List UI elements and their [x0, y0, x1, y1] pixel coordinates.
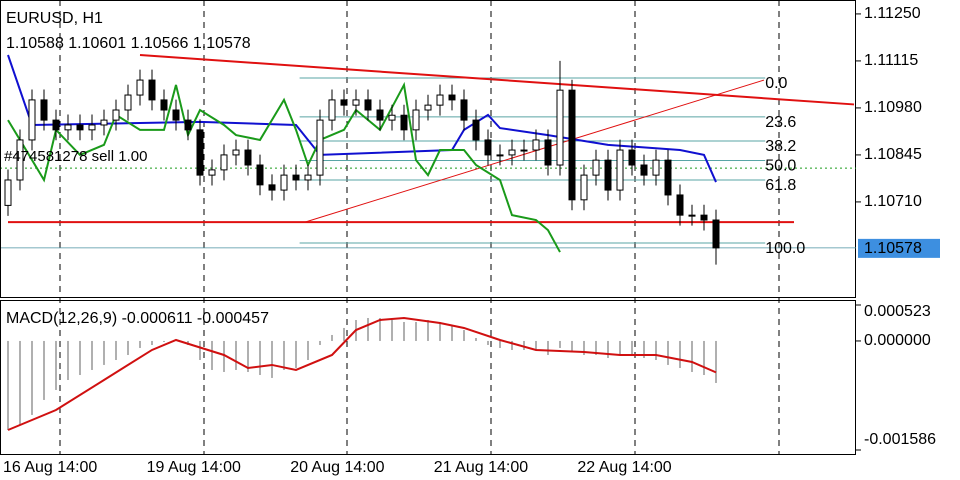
candle-body [256, 164, 264, 186]
candle-body [100, 119, 108, 126]
candle-body [580, 174, 588, 201]
candle-body [676, 194, 684, 216]
candle-body [160, 99, 168, 111]
candle-body [136, 79, 144, 96]
candle-body [376, 109, 384, 121]
candle-body [40, 99, 48, 121]
candle-body [484, 139, 492, 156]
candle-body [652, 159, 660, 176]
candle-body [4, 179, 12, 206]
candle-body [616, 149, 624, 191]
fibo-label: 23.6 [765, 114, 796, 131]
candle-body [208, 169, 216, 176]
candle-body [496, 154, 504, 157]
candle-body [640, 164, 648, 176]
candle-body [460, 99, 468, 121]
trendline [304, 79, 765, 223]
fibo-label: 50.0 [765, 158, 796, 175]
candle-body [220, 154, 228, 171]
price-plot [1, 54, 856, 265]
signal-line [7, 316, 717, 431]
x-tick-label: 22 Aug 14:00 [577, 459, 671, 476]
candle-body [244, 149, 252, 166]
last-price-box [858, 238, 940, 258]
symbol-title: EURUSD, H1 [6, 10, 103, 27]
candle-body [184, 119, 192, 131]
candle-body [124, 94, 132, 111]
macd-title: MACD(12,26,9) -0.000611 -0.000457 [6, 310, 269, 327]
candle-body [628, 149, 636, 166]
x-tick-label: 16 Aug 14:00 [3, 459, 97, 476]
candle-body [604, 159, 612, 191]
candle-body [688, 214, 696, 217]
candle-body [280, 174, 288, 191]
candle-body [592, 159, 600, 176]
candle-body [316, 119, 324, 176]
candle-body [304, 174, 312, 181]
y-tick-label: -0.001586 [864, 431, 936, 448]
candle-body [196, 129, 204, 176]
candle-body [436, 94, 444, 106]
y-tick-label: 0.000000 [864, 332, 931, 349]
x-tick-label: 19 Aug 14:00 [147, 459, 241, 476]
candle-body [388, 114, 396, 121]
candle-body [400, 114, 408, 131]
candle-body [268, 184, 276, 191]
day-separators [59, 0, 780, 455]
candle-body [544, 139, 552, 166]
candle-body [664, 159, 672, 196]
candle-body [424, 104, 432, 111]
last-price-label: 1.10578 [864, 240, 922, 257]
y-tick-label: 0.000523 [864, 303, 931, 320]
candle-body [76, 124, 84, 131]
candle-body [28, 99, 36, 141]
fibo-label: 61.8 [765, 177, 796, 194]
candle-body [352, 99, 360, 106]
y-tick-label: 1.10710 [864, 193, 922, 210]
candle-body [412, 109, 420, 131]
candle-body [172, 109, 180, 121]
y-tick-label: 1.10980 [864, 99, 922, 116]
x-tick-label: 21 Aug 14:00 [434, 459, 528, 476]
candle-body [556, 89, 564, 166]
fibo-label: 0.0 [765, 75, 787, 92]
candle-body [520, 149, 528, 152]
candle-body [232, 149, 240, 156]
candle-body [532, 139, 540, 151]
candle-body [712, 219, 720, 249]
candle-body [568, 89, 576, 201]
candle-body [472, 119, 480, 141]
candle-body [508, 149, 516, 156]
x-tick-label: 20 Aug 14:00 [290, 459, 384, 476]
candle-body [16, 139, 24, 181]
candle-body [448, 94, 456, 101]
fibo-label: 38.2 [765, 138, 796, 155]
candle-body [52, 119, 60, 131]
ohlc: 1.10588 1.10601 1.10566 1.10578 [6, 35, 251, 52]
y-tick-label: 1.11115 [864, 52, 918, 69]
fibo-label: 100.0 [765, 240, 805, 257]
candle-body [364, 99, 372, 111]
trendline [139, 54, 855, 106]
candle-body [112, 109, 120, 121]
y-tick-label: 1.10845 [864, 146, 922, 163]
candle-body [340, 99, 348, 106]
candle-body [64, 124, 72, 131]
indicator-line [7, 81, 561, 253]
candle-body [700, 214, 708, 221]
candle-body [328, 99, 336, 121]
order-label: #474581278 sell 1.00 [4, 148, 147, 165]
y-tick-label: 1.11250 [864, 5, 921, 22]
candle-body [148, 79, 156, 101]
candle-body [88, 124, 96, 131]
candle-body [292, 174, 300, 181]
